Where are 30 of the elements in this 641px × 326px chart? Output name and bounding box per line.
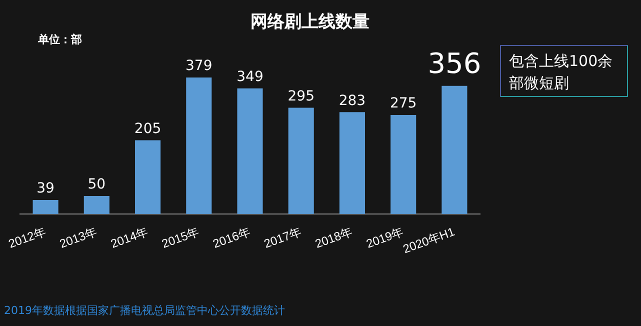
x-tick-label: 2014年 xyxy=(108,224,150,251)
x-tick-label: 2015年 xyxy=(160,224,202,251)
bar xyxy=(135,140,161,214)
data-label: 295 xyxy=(288,88,314,104)
bar xyxy=(186,78,212,214)
x-tick-label: 2013年 xyxy=(58,224,99,251)
text: 2019年数据根据国家广播电视总局监管中心公开数据统计 xyxy=(4,303,285,318)
x-tick-label: 2012年 xyxy=(6,224,48,251)
x-tick-label: 2016年 xyxy=(211,224,252,251)
bar xyxy=(442,86,468,214)
bar xyxy=(84,196,110,214)
bar xyxy=(390,114,416,214)
bar xyxy=(339,112,365,214)
data-label: 349 xyxy=(236,69,264,85)
bar xyxy=(288,108,314,214)
data-label: 356 xyxy=(428,47,482,80)
bar xyxy=(32,200,58,214)
chart-title: 网络剧上线数量 xyxy=(250,11,370,33)
data-label: 379 xyxy=(186,58,212,74)
data-label: 205 xyxy=(134,120,162,137)
x-tick-label: 2018年 xyxy=(313,224,354,251)
data-label: 50 xyxy=(88,176,106,193)
data-label: 275 xyxy=(390,96,417,112)
bar xyxy=(237,88,263,214)
data-label: 283 xyxy=(338,92,366,109)
x-tick-label: 2017年 xyxy=(262,224,304,251)
x-tick-label: 2020年H1 xyxy=(401,224,457,256)
data-label: 39 xyxy=(36,180,54,197)
text: 单位：部 xyxy=(38,32,82,47)
text: 包含上线100余部微短剧 xyxy=(509,51,614,94)
